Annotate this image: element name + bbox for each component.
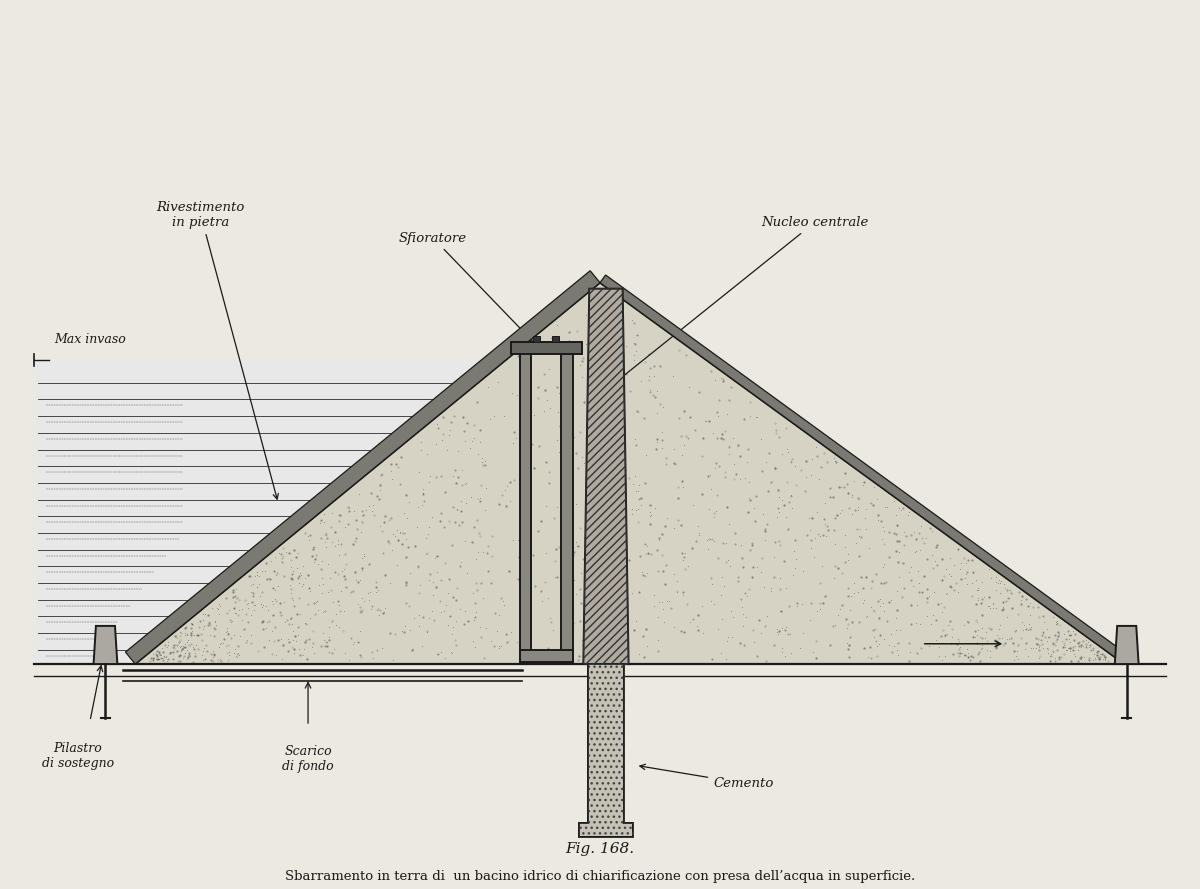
Text: Fig. 168.: Fig. 168. [565, 842, 635, 856]
Bar [511, 342, 582, 354]
Bar [552, 336, 559, 342]
Polygon shape [1115, 626, 1139, 664]
Text: Nucleo centrale: Nucleo centrale [610, 216, 868, 388]
Bar [520, 650, 574, 661]
Polygon shape [136, 283, 1124, 664]
Text: Scarico
di fondo: Scarico di fondo [282, 745, 334, 773]
Text: Sfioratore: Sfioratore [400, 231, 540, 348]
Text: Pilastro
di sostegno: Pilastro di sostegno [42, 741, 114, 770]
Bar [533, 336, 540, 342]
Text: Sbarramento in terra di  un bacino idrico di chiarificazione con presa dell’acqu: Sbarramento in terra di un bacino idrico… [284, 869, 916, 883]
Text: Rivestimento
in pietra: Rivestimento in pietra [157, 201, 278, 499]
Bar [562, 352, 574, 661]
Polygon shape [578, 664, 634, 837]
Polygon shape [600, 275, 1130, 664]
Text: Max invaso: Max invaso [54, 332, 126, 346]
Bar [520, 352, 532, 661]
Polygon shape [94, 626, 118, 664]
Polygon shape [34, 360, 503, 664]
Polygon shape [583, 289, 629, 664]
Text: Cemento: Cemento [640, 765, 774, 789]
Polygon shape [126, 271, 600, 664]
